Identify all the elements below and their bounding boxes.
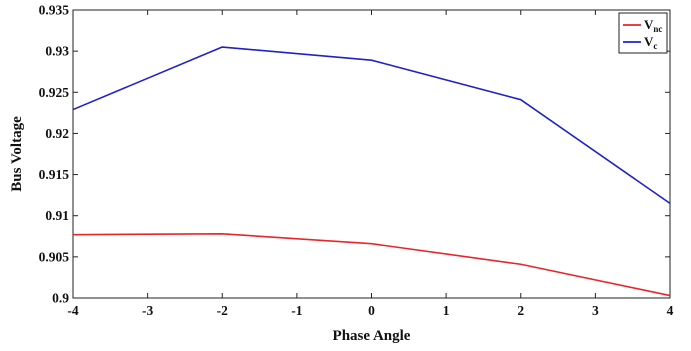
x-tick-label: -3 (142, 303, 153, 318)
y-tick-label: 0.91 (45, 208, 69, 223)
x-tick-label: 1 (443, 303, 450, 318)
x-tick-label: -2 (217, 303, 228, 318)
y-tick-label: 0.9 (52, 291, 69, 306)
series-line-v-nc (72, 233, 671, 297)
y-tick-label: 0.905 (39, 249, 70, 264)
legend-label: Vc (644, 34, 657, 51)
series-line-v-c (72, 46, 671, 205)
plot-area (72, 9, 671, 299)
y-tick-label: 0.92 (45, 126, 69, 141)
x-axis-ticks: -4 -3 -2 -1 0 1 2 3 4 (67, 10, 674, 318)
x-tick-label: 3 (592, 303, 599, 318)
legend-label: Vnc (644, 17, 662, 34)
y-tick-label: 0.915 (39, 167, 70, 182)
y-tick-label: 0.93 (45, 44, 69, 59)
x-tick-label: -1 (291, 303, 302, 318)
y-tick-label: 0.935 (39, 3, 70, 18)
x-axis-label: Phase Angle (333, 328, 411, 344)
series-layer (72, 46, 671, 297)
x-tick-label: 2 (517, 303, 524, 318)
legend-box (618, 12, 668, 54)
y-tick-label: 0.925 (39, 85, 70, 100)
x-tick-label: -4 (67, 303, 78, 318)
y-axis-label: Bus Voltage (9, 116, 25, 192)
x-tick-label: 0 (368, 303, 375, 318)
x-tick-label: 4 (667, 303, 674, 318)
y-axis-ticks: 0.9 0.905 0.91 0.915 0.92 0.925 0.93 0.935 (39, 3, 670, 306)
